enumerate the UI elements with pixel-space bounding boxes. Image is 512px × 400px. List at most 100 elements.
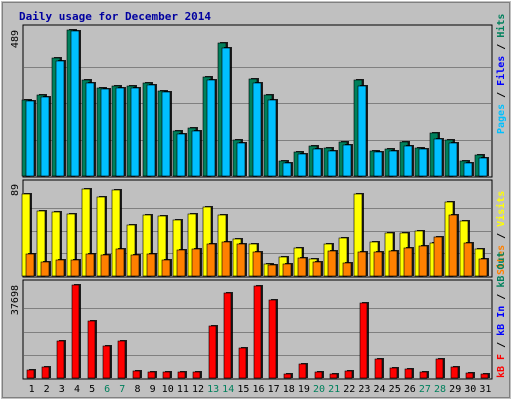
ymax-label-bottom: 37698 [10,285,21,315]
bar-sites-day-9 [146,253,156,277]
side-label-middle: Sites / Visits [495,191,507,275]
x-tick-label: 9 [150,384,156,395]
bar-sites-day-24 [373,251,383,277]
side-label-part: / [496,288,507,306]
side-label-part: Visits [495,191,507,227]
bar-kb-f-day-12 [192,371,201,379]
x-tick-label: 23 [358,384,370,395]
bar-files-day-11 [176,133,186,177]
bar-sites-day-1 [25,253,35,277]
x-tick-label: 25 [389,384,401,395]
x-tick-label: 19 [298,384,310,395]
bar-files-day-14 [221,47,231,177]
x-tick-label: 13 [207,384,219,395]
bar-kb-f-day-16 [253,285,262,379]
x-tick-label: 28 [434,384,446,395]
bar-kb-f-day-29 [450,366,459,379]
bar-files-day-10 [161,91,171,177]
side-label-part: Hits [495,14,507,38]
bar-files-day-6 [100,88,110,177]
x-tick-label: 5 [89,384,95,395]
side-label-part: kB Out [496,252,507,288]
bar-sites-day-15 [236,243,246,277]
bar-sites-day-12 [191,248,201,277]
bar-kb-f-day-22 [344,370,353,379]
bar-kb-f-day-3 [56,340,65,379]
panel-top: 489 [10,24,493,178]
panels: 489 89 37698 [10,24,493,380]
bar-files-day-22 [342,144,352,177]
side-label-part: Pages [496,104,507,134]
x-tick-label: 2 [44,384,50,395]
bar-kb-f-day-4 [71,284,80,379]
bar-sites-day-31 [478,258,488,277]
x-axis: 1 2 3 4 5 6 7 8 9 10 11 12 13 14 15 16 17 18 19 20 21 22 23 24 2… [29,384,492,395]
bar-kb-f-day-15 [238,347,247,379]
bar-files-day-24 [373,151,383,177]
x-tick-label: 8 [134,384,140,395]
x-tick-label: 22 [343,384,355,395]
bar-kb-f-day-24 [374,358,383,379]
side-label-part: / [496,38,507,56]
bar-sites-day-16 [252,251,262,277]
bar-files-day-16 [252,82,262,177]
bar-files-day-15 [236,142,246,177]
bar-sites-day-6 [100,254,110,277]
side-label-part: / [496,227,507,245]
side-label-bottom: kB F / kB In / kB Out [496,252,507,378]
bar-kb-f-day-27 [419,371,428,379]
side-label-part: Sites [495,245,507,275]
bar-files-day-25 [388,150,398,177]
bar-sites-day-13 [206,243,216,277]
side-label-part: / [496,336,507,354]
bar-kb-f-day-18 [283,373,292,379]
bar-kb-f-day-17 [268,299,277,379]
bar-files-day-1 [25,100,35,177]
x-tick-label: 1 [29,384,35,395]
bar-files-day-26 [403,145,413,177]
bar-sites-day-5 [85,253,95,277]
x-tick-label: 12 [192,384,204,395]
x-tick-label: 7 [119,384,125,395]
bar-sites-day-19 [297,257,307,277]
bar-sites-day-17 [267,264,277,277]
x-tick-label: 17 [268,384,280,395]
x-tick-label: 21 [328,384,340,395]
bar-sites-day-4 [70,259,80,277]
ymax-label-top: 489 [10,30,21,48]
side-label-top: Pages / Files / Hits [495,14,507,134]
x-tick-label: 24 [373,384,385,395]
bar-sites-day-11 [176,249,186,277]
bar-kb-f-day-23 [359,302,368,379]
bar-kb-f-day-6 [102,345,111,379]
x-tick-label: 4 [74,384,80,395]
bar-files-day-27 [418,148,428,177]
bar-kb-f-day-1 [26,369,35,379]
bar-kb-f-day-31 [480,373,489,379]
bar-files-day-4 [70,30,80,177]
bar-kb-f-day-11 [177,371,186,379]
bar-kb-f-day-14 [223,292,232,379]
ymax-label-middle: 89 [10,184,21,196]
x-tick-label: 10 [162,384,174,395]
bar-kb-f-day-21 [329,373,338,379]
bar-sites-day-21 [327,250,337,277]
bar-sites-day-28 [433,236,443,277]
x-tick-label: 6 [104,384,110,395]
x-tick-label: 16 [252,384,264,395]
bar-files-day-3 [55,60,65,177]
bar-kb-f-day-26 [404,368,413,379]
x-tick-label: 15 [237,384,249,395]
bar-sites-day-2 [40,261,50,277]
bar-kb-f-day-9 [147,371,156,379]
bar-kb-f-day-19 [298,363,307,379]
bar-kb-f-day-13 [208,325,217,379]
bar-sites-day-20 [312,261,322,277]
bar-files-day-29 [448,142,458,177]
bar-kb-f-day-28 [435,358,444,379]
x-tick-label: 18 [283,384,295,395]
bar-files-day-30 [463,162,473,177]
panel-middle: 89 [10,179,493,278]
bar-sites-day-26 [403,247,413,277]
bar-sites-day-22 [342,262,352,277]
